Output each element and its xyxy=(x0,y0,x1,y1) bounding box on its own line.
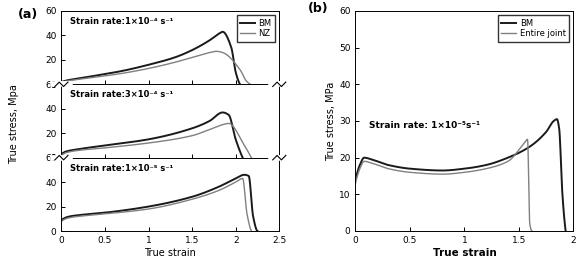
X-axis label: True strain: True strain xyxy=(432,248,496,258)
Legend: BM, NZ: BM, NZ xyxy=(237,15,275,42)
Text: (a): (a) xyxy=(18,8,38,21)
Text: Strain rate:3×10⁻⁴ s⁻¹: Strain rate:3×10⁻⁴ s⁻¹ xyxy=(70,90,173,99)
Text: True stress, Mpa: True stress, Mpa xyxy=(9,84,19,164)
Text: Strain rate:1×10⁻⁵ s⁻¹: Strain rate:1×10⁻⁵ s⁻¹ xyxy=(70,164,173,172)
Y-axis label: True stress, MPa: True stress, MPa xyxy=(326,81,336,161)
Text: Strain rate: 1×10⁻⁵s⁻¹: Strain rate: 1×10⁻⁵s⁻¹ xyxy=(369,121,480,130)
Legend: BM, Entire joint: BM, Entire joint xyxy=(498,15,569,42)
Text: (b): (b) xyxy=(308,2,328,15)
Text: Strain rate:1×10⁻⁴ s⁻¹: Strain rate:1×10⁻⁴ s⁻¹ xyxy=(70,17,174,26)
X-axis label: True strain: True strain xyxy=(144,248,197,258)
